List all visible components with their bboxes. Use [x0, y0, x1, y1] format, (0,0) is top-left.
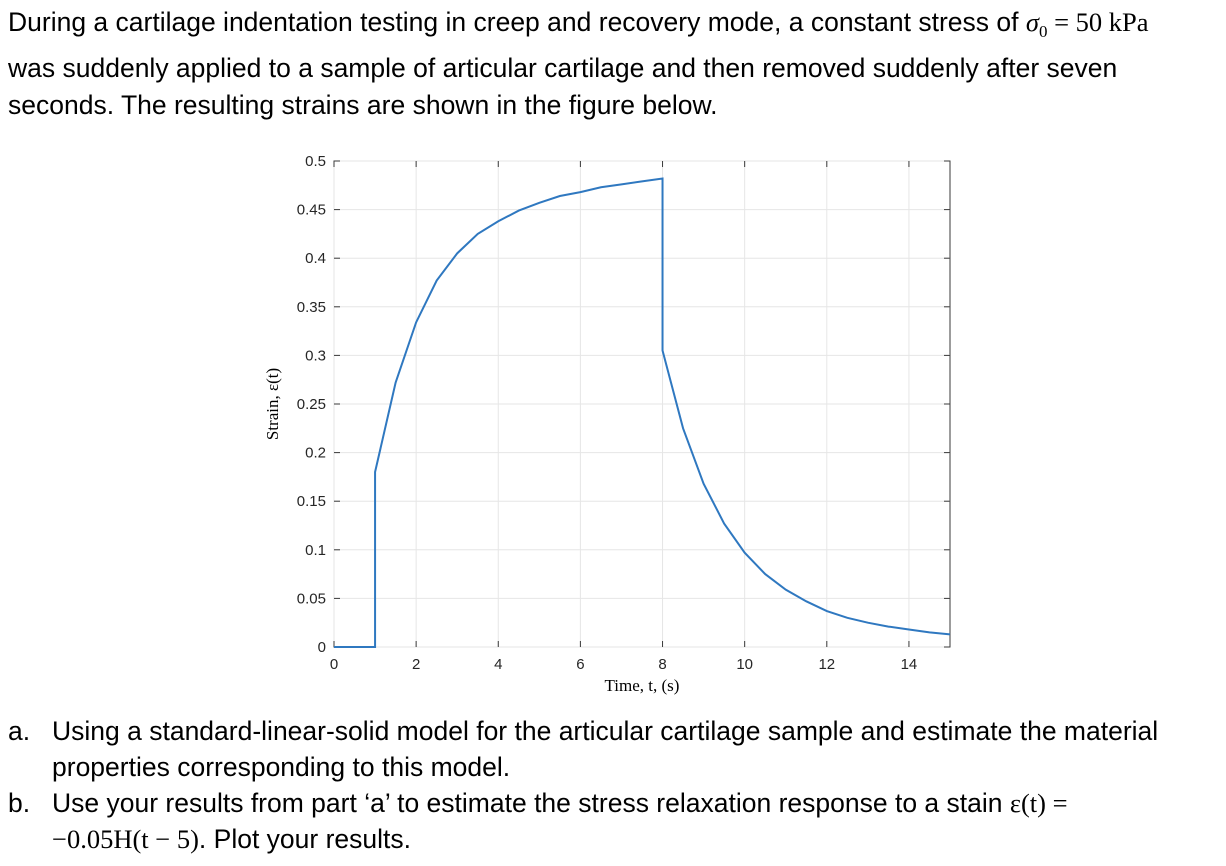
y-tick-label: 0.25: [297, 396, 326, 413]
question-a-line-2: properties corresponding to this model.: [52, 752, 511, 782]
statement-line-3: seconds. The resulting strains are shown…: [8, 90, 718, 120]
x-tick-labels: 0 2 4 6 8 10 12 14: [330, 656, 917, 673]
y-tick-label: 0.1: [305, 542, 326, 559]
statement-line-2: was suddenly applied to a sample of arti…: [8, 53, 1118, 83]
question-list: a. Using a standard-linear-solid model f…: [8, 713, 1220, 857]
x-tick-label: 12: [818, 656, 835, 673]
y-tick-label: 0.05: [297, 590, 326, 607]
step-input-expression: −0.05H(t − 5): [52, 824, 199, 854]
statement-line-1: During a cartilage indentation testing i…: [8, 7, 1149, 41]
question-b: b. Use your results from part ‘a’ to est…: [8, 785, 1220, 857]
x-tick-label: 14: [901, 656, 918, 673]
question-a-line-1: Using a standard-linear-solid model for …: [52, 716, 1159, 746]
question-a-marker: a.: [8, 716, 31, 746]
strain-series-line: [334, 177, 951, 648]
y-tick-label: 0: [318, 639, 326, 656]
question-b-marker: b.: [8, 788, 31, 818]
x-tick-label: 10: [736, 656, 753, 673]
question-a: a. Using a standard-linear-solid model f…: [8, 713, 1220, 785]
grid: [333, 160, 950, 648]
strain-chart: 0 2 4 6 8 10 12 14 0 0.05 0.1 0.15 0.2 0.25 0.3 0.35 0.…: [263, 153, 951, 695]
y-axis-label: Strain, ε(t): [263, 368, 282, 440]
x-tick-label: 4: [494, 656, 502, 673]
y-tick-label: 0.15: [297, 493, 326, 510]
x-tick-label: 6: [576, 656, 584, 673]
x-tick-label: 0: [330, 656, 338, 673]
y-tick-label: 0.5: [305, 153, 326, 170]
y-tick-label: 0.45: [297, 202, 326, 219]
x-tick-label: 2: [412, 656, 420, 673]
x-tick-label: 8: [658, 656, 666, 673]
ticks: [333, 160, 950, 648]
strain-expression: ε(t) =: [1009, 788, 1068, 818]
y-tick-label: 0.35: [297, 299, 326, 316]
y-tick-label: 0.4: [305, 250, 326, 267]
problem-statement: During a cartilage indentation testing i…: [8, 4, 1220, 124]
question-b-line-1: Use your results from part ‘a’ to estima…: [52, 788, 1068, 818]
y-tick-label: 0.3: [305, 347, 326, 364]
sigma-symbol: σ0 = 50 kPa: [1025, 7, 1149, 41]
y-tick-label: 0.2: [305, 445, 326, 462]
question-b-line-2: −0.05H(t − 5). Plot your results.: [52, 824, 411, 854]
y-tick-labels: 0 0.05 0.1 0.15 0.2 0.25 0.3 0.35 0.4 0.45 0.5: [297, 153, 326, 656]
x-axis-label: Time, t, (s): [605, 676, 680, 695]
